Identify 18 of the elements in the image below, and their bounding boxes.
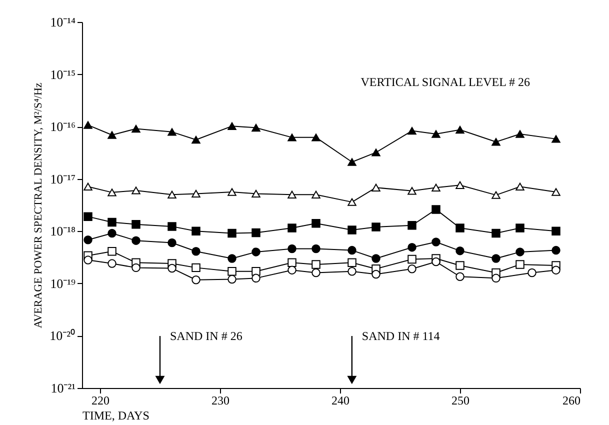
x-tick-label: 240 xyxy=(332,394,350,408)
x-tick-label: 230 xyxy=(212,394,230,408)
annotation: VERTICAL SIGNAL LEVEL # 26 xyxy=(360,75,530,89)
y-tick-label: 10⁻¹⁷ xyxy=(50,171,76,186)
x-tick-label: 220 xyxy=(92,394,110,408)
y-tick-label: 10⁻¹⁹ xyxy=(50,276,76,291)
x-axis-title: TIME, DAYS xyxy=(82,408,150,422)
y-tick-label: 10⁻¹⁵ xyxy=(50,66,76,82)
y-tick-label: 10⁻¹⁸ xyxy=(50,224,76,239)
annotation: SAND IN # 114 xyxy=(362,329,440,343)
y-tick-label: 10⁻¹⁶ xyxy=(50,119,76,134)
x-tick-label: 250 xyxy=(452,394,470,408)
y-tick-label: 10⁻²¹ xyxy=(50,380,76,396)
annotation: SAND IN # 26 xyxy=(170,329,242,343)
x-tick-label: 260 xyxy=(562,394,580,408)
y-tick-label: 10⁻¹⁴ xyxy=(50,14,76,30)
y-axis-title: AVERAGE POWER SPECTRAL DENSITY, M²/S⁴/Hz xyxy=(32,82,45,328)
y-tick-label: 10⁻²⁰ xyxy=(50,328,76,344)
